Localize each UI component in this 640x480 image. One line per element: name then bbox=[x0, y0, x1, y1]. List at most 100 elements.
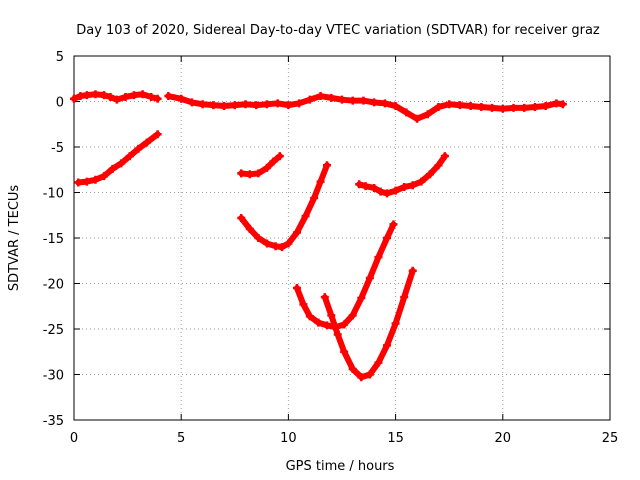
data-point bbox=[380, 99, 389, 108]
data-point bbox=[284, 239, 293, 248]
data-point bbox=[417, 177, 426, 186]
x-tick-label: 25 bbox=[602, 431, 619, 446]
data-point bbox=[348, 96, 357, 105]
data-point bbox=[488, 103, 497, 112]
data-point bbox=[153, 94, 162, 103]
data-point bbox=[269, 157, 278, 166]
data-point bbox=[327, 93, 336, 102]
data-point bbox=[310, 193, 319, 202]
data-point bbox=[220, 102, 229, 111]
data-point bbox=[295, 99, 304, 108]
series-8 bbox=[320, 266, 417, 382]
data-point bbox=[400, 183, 409, 192]
data-point bbox=[301, 212, 310, 221]
data-point bbox=[338, 95, 346, 104]
y-tick-label: -25 bbox=[43, 323, 64, 338]
data-point bbox=[237, 169, 246, 178]
data-point bbox=[327, 311, 336, 320]
data-point bbox=[520, 103, 529, 112]
data-point bbox=[355, 180, 364, 189]
data-point bbox=[391, 186, 400, 195]
data-point bbox=[198, 100, 207, 109]
data-point bbox=[359, 96, 368, 105]
data-point bbox=[284, 101, 293, 110]
data-point bbox=[434, 161, 443, 170]
data-point bbox=[402, 108, 411, 117]
x-tick-label: 10 bbox=[280, 431, 297, 446]
data-point bbox=[91, 90, 100, 99]
y-tick-label: -30 bbox=[43, 369, 64, 384]
data-point bbox=[408, 266, 417, 275]
data-point bbox=[440, 152, 449, 161]
data-point bbox=[383, 341, 392, 350]
data-point bbox=[541, 102, 550, 111]
data-point bbox=[376, 187, 385, 196]
data-point bbox=[509, 103, 518, 112]
data-point bbox=[153, 130, 162, 139]
data-point bbox=[370, 98, 379, 107]
series-7 bbox=[292, 220, 398, 332]
data-point bbox=[237, 213, 246, 222]
data-point bbox=[187, 98, 196, 107]
data-point bbox=[74, 178, 83, 187]
x-tick-label: 0 bbox=[70, 431, 78, 446]
y-tick-label: -35 bbox=[43, 414, 64, 429]
data-point bbox=[130, 91, 139, 100]
data-point bbox=[466, 102, 475, 111]
x-axis-label: GPS time / hours bbox=[286, 459, 395, 474]
data-point bbox=[82, 177, 91, 186]
data-point bbox=[348, 311, 357, 320]
data-point bbox=[245, 170, 254, 179]
data-series bbox=[70, 90, 567, 382]
data-point bbox=[254, 169, 263, 178]
data-point bbox=[370, 183, 379, 192]
data-point bbox=[134, 144, 143, 153]
data-point bbox=[374, 253, 383, 262]
series-5 bbox=[237, 161, 331, 252]
data-point bbox=[408, 181, 417, 190]
data-point bbox=[262, 239, 271, 248]
data-point bbox=[82, 91, 91, 100]
grid bbox=[74, 56, 610, 420]
data-point bbox=[117, 159, 126, 168]
data-point bbox=[400, 293, 409, 302]
series-4 bbox=[237, 152, 284, 179]
data-point bbox=[320, 293, 329, 302]
data-point bbox=[558, 100, 567, 109]
data-point bbox=[413, 114, 422, 123]
series-trace bbox=[75, 131, 161, 186]
data-point bbox=[357, 373, 366, 382]
data-point bbox=[108, 164, 117, 173]
data-point bbox=[262, 163, 271, 172]
x-tick-label: 15 bbox=[387, 431, 404, 446]
data-point bbox=[254, 234, 263, 242]
data-point bbox=[383, 189, 392, 198]
data-point bbox=[477, 102, 486, 111]
data-point bbox=[121, 92, 130, 101]
series-3 bbox=[74, 130, 162, 187]
data-point bbox=[106, 92, 115, 101]
data-point bbox=[361, 182, 370, 191]
y-axis-label: SDTVAR / TECUs bbox=[7, 185, 22, 292]
data-point bbox=[365, 370, 374, 379]
data-point bbox=[147, 92, 156, 101]
data-point bbox=[340, 347, 349, 356]
data-point bbox=[333, 330, 342, 339]
data-point bbox=[275, 152, 284, 161]
data-point bbox=[391, 102, 400, 111]
data-point bbox=[322, 161, 331, 170]
data-point bbox=[292, 228, 301, 237]
data-point bbox=[241, 100, 250, 109]
data-point bbox=[455, 101, 464, 110]
data-point bbox=[434, 102, 443, 111]
y-tick-label: 0 bbox=[56, 96, 64, 111]
data-point bbox=[292, 284, 301, 293]
y-tick-label: 5 bbox=[56, 50, 64, 65]
data-point bbox=[125, 152, 134, 161]
y-tick-label: -15 bbox=[43, 232, 64, 247]
series-trace bbox=[238, 162, 330, 251]
data-point bbox=[142, 138, 151, 147]
data-point bbox=[365, 274, 374, 283]
y-tick-label: -20 bbox=[43, 278, 64, 293]
